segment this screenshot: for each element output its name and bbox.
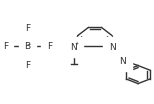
Text: F: F [3,42,8,51]
Text: F: F [25,24,30,33]
Text: N: N [109,43,116,52]
Text: F: F [47,42,52,51]
Text: N: N [119,57,126,66]
Text: N: N [71,43,77,52]
Text: F: F [25,61,30,70]
Text: B: B [24,42,30,51]
Text: $^{+}$: $^{+}$ [74,42,80,48]
Text: $^{-}$: $^{-}$ [26,42,32,48]
